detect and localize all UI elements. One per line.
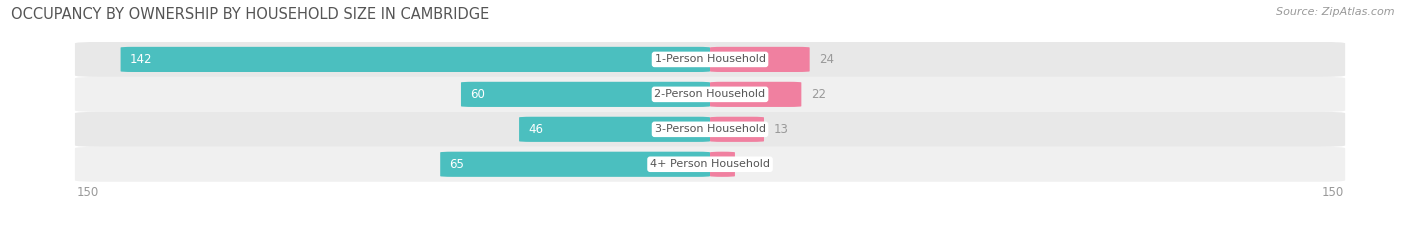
FancyBboxPatch shape: [121, 47, 710, 72]
FancyBboxPatch shape: [75, 147, 1346, 182]
Text: 22: 22: [811, 88, 825, 101]
Text: 60: 60: [470, 88, 485, 101]
Text: 65: 65: [450, 158, 464, 171]
Text: 46: 46: [529, 123, 544, 136]
FancyBboxPatch shape: [75, 112, 1346, 147]
FancyBboxPatch shape: [710, 47, 810, 72]
Text: 4+ Person Household: 4+ Person Household: [650, 159, 770, 169]
Text: 24: 24: [818, 53, 834, 66]
Text: 3-Person Household: 3-Person Household: [655, 124, 765, 134]
FancyBboxPatch shape: [710, 82, 801, 107]
FancyBboxPatch shape: [440, 152, 710, 177]
Text: 13: 13: [773, 123, 789, 136]
Text: Source: ZipAtlas.com: Source: ZipAtlas.com: [1277, 7, 1395, 17]
FancyBboxPatch shape: [461, 82, 710, 107]
FancyBboxPatch shape: [75, 42, 1346, 77]
Text: 2-Person Household: 2-Person Household: [654, 89, 766, 99]
FancyBboxPatch shape: [519, 117, 710, 142]
Legend: Owner-occupied, Renter-occupied: Owner-occupied, Renter-occupied: [589, 230, 831, 233]
FancyBboxPatch shape: [710, 152, 735, 177]
FancyBboxPatch shape: [75, 77, 1346, 112]
Text: 6: 6: [744, 158, 752, 171]
Text: 1-Person Household: 1-Person Household: [655, 55, 765, 64]
Text: OCCUPANCY BY OWNERSHIP BY HOUSEHOLD SIZE IN CAMBRIDGE: OCCUPANCY BY OWNERSHIP BY HOUSEHOLD SIZE…: [11, 7, 489, 22]
Text: 142: 142: [129, 53, 152, 66]
FancyBboxPatch shape: [710, 117, 763, 142]
